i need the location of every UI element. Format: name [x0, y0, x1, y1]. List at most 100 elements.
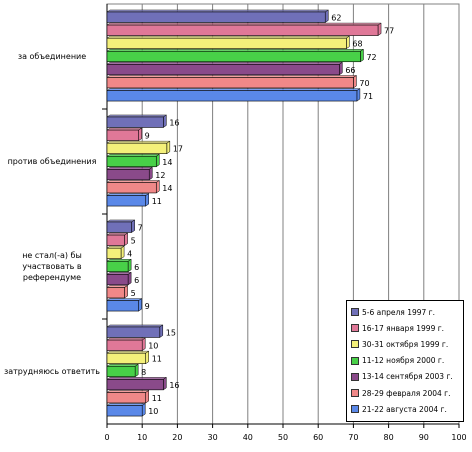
- category-label-line: затрудняюсь ответить: [3, 367, 101, 376]
- bar-top-face: [106, 62, 344, 65]
- x-tick-label: 70: [348, 433, 358, 442]
- legend-item: 11-12 ноября 2000 г.: [351, 353, 459, 369]
- legend-item: 5-6 апреля 1997 г.: [351, 304, 459, 320]
- legend-swatch: [351, 340, 359, 349]
- bar: [106, 365, 136, 378]
- bar-value-label: 5: [131, 289, 136, 298]
- bar-side-face: [148, 166, 153, 181]
- category-label-line: за объединение: [17, 52, 87, 61]
- bar-side-face: [377, 22, 382, 37]
- bar: [106, 392, 147, 404]
- bar-top-face: [106, 232, 129, 236]
- bar: [106, 326, 161, 338]
- bar-side-face: [141, 403, 146, 417]
- category-label-line: не стал(-а) бы: [22, 251, 82, 260]
- bar-value-label: 10: [148, 407, 158, 416]
- bar: [106, 195, 147, 207]
- legend-swatch: [351, 389, 359, 398]
- bar: [106, 247, 122, 259]
- bar-side-face: [353, 74, 357, 89]
- bar-side-face: [138, 298, 142, 312]
- bar-top-face: [106, 88, 361, 91]
- legend-item: 13-14 сентября 2003 г.: [351, 369, 459, 385]
- category-label-line: против объединения: [7, 157, 97, 166]
- x-tick-label: 60: [313, 433, 323, 442]
- bar-value-label: 6: [134, 276, 139, 285]
- bar-top-face: [106, 193, 150, 196]
- bar-top-face: [106, 9, 330, 13]
- bar-value-label: 62: [331, 13, 341, 22]
- bar-side-face: [145, 350, 149, 365]
- bar-side-face: [134, 363, 139, 378]
- bar: [106, 339, 143, 351]
- bar-value-label: 9: [145, 302, 150, 311]
- bar-value-label: 72: [366, 53, 376, 62]
- legend-swatch: [351, 308, 359, 317]
- category-label-line: референдуме: [22, 273, 82, 282]
- legend: 5-6 апреля 1997 г. 16-17 января 1999 г. 30…: [346, 300, 464, 422]
- bar-top-face: [106, 180, 161, 183]
- legend-label: 28-29 февраля 2004 г.: [362, 388, 451, 398]
- legend-label: 16-17 января 1999 г.: [362, 323, 445, 333]
- bar-side-face: [346, 35, 350, 50]
- bar-side-face: [124, 284, 128, 299]
- bar-value-label: 77: [384, 27, 394, 36]
- bar: [106, 405, 143, 417]
- bar-side-face: [159, 324, 164, 338]
- bar-side-face: [360, 48, 364, 63]
- bar-value-label: 7: [138, 223, 143, 232]
- bar-side-face: [156, 179, 160, 194]
- bar: [106, 379, 164, 391]
- bar-value-label: 11: [152, 355, 162, 364]
- bar: [106, 287, 125, 299]
- legend-label: 13-14 сентября 2003 г.: [362, 372, 453, 382]
- bar-side-face: [324, 9, 329, 23]
- bar: [106, 155, 157, 168]
- bar-side-face: [141, 337, 146, 352]
- x-tick-label: 0: [104, 433, 109, 442]
- bar-value-label: 70: [359, 79, 369, 88]
- legend-label: 5-6 апреля 1997 г.: [362, 307, 435, 317]
- bar: [106, 182, 157, 194]
- category-label: затрудняюсь ответить: [2, 366, 102, 377]
- bar-value-label: 66: [345, 66, 355, 75]
- bar-value-label: 14: [162, 158, 172, 167]
- bar-value-label: 14: [162, 184, 172, 193]
- bar-top-face: [106, 140, 171, 144]
- bar-top-face: [106, 167, 154, 170]
- bar-top-face: [106, 75, 358, 78]
- bar-value-label: 4: [127, 250, 132, 259]
- bar-value-label: 11: [152, 197, 162, 206]
- bar-side-face: [145, 389, 149, 404]
- bar: [106, 50, 361, 63]
- bar: [106, 37, 347, 49]
- bar: [106, 90, 358, 102]
- bar-side-face: [138, 127, 142, 142]
- bar-side-face: [131, 219, 135, 233]
- legend-item: 28-29 февраля 2004 г.: [351, 385, 459, 401]
- bar-side-face: [356, 88, 361, 102]
- bar-side-face: [124, 232, 128, 247]
- bar: [106, 77, 354, 89]
- legend-item: 30-31 октября 1999 г.: [351, 336, 459, 352]
- bar: [106, 116, 164, 128]
- bar: [106, 24, 379, 36]
- legend-item: 16-17 января 1999 г.: [351, 320, 459, 336]
- bar: [106, 11, 326, 23]
- legend-label: 11-12 ноября 2000 г.: [362, 356, 445, 366]
- legend-item: 21-22 августа 2004 г.: [351, 401, 459, 417]
- bar-side-face: [127, 271, 132, 286]
- legend-swatch: [351, 405, 359, 414]
- bar-value-label: 5: [131, 237, 136, 246]
- x-tick-label: 90: [419, 433, 429, 442]
- bar-side-face: [145, 193, 149, 207]
- bar-value-label: 12: [155, 171, 165, 180]
- category-label: против объединения: [2, 156, 102, 167]
- bar: [106, 169, 150, 181]
- bar-side-face: [120, 245, 125, 260]
- bar-side-face: [163, 114, 167, 128]
- bar-value-label: 8: [141, 368, 146, 377]
- x-tick-label: 10: [137, 433, 147, 442]
- bar-value-label: 9: [145, 132, 150, 141]
- category-label-line: участвовать в: [22, 262, 82, 271]
